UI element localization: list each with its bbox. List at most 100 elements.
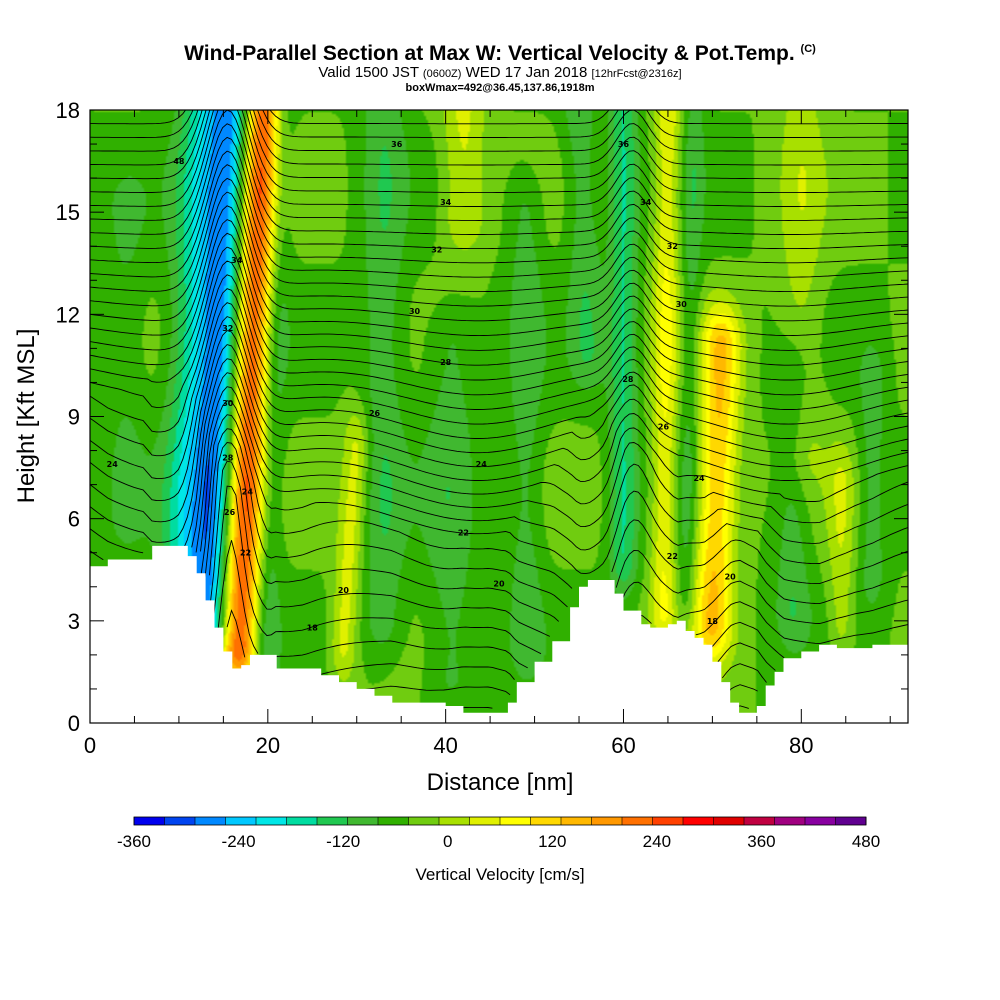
y-tick-label: 15 [56,200,80,225]
colorbar-swatch [652,817,684,825]
theta-contour-line [90,110,908,125]
chart-title-mark: (C) [800,43,816,55]
theta-contour-label-text: 28 [622,375,634,384]
colorbar-swatch [774,817,806,825]
theta-contour-label-text: 20 [493,579,505,588]
theta-contour-line [213,485,785,659]
theta-contour-line [90,110,908,194]
colorbar-swatch [500,817,531,825]
colorbar-label: 360 [747,832,775,851]
theta-contour-label-text: 20 [725,573,737,582]
theta-contour-line [364,684,758,696]
theta-contour-line [90,110,908,207]
x-tick-label: 0 [84,733,96,758]
theta-contour-label-text: 30 [409,307,421,316]
theta-contour-line [90,219,908,351]
colorbar-swatch [530,817,562,825]
theta-contour-label-text: 18 [707,617,719,626]
theta-contour-label: 24 [476,460,488,469]
colorbar-swatch [713,817,745,825]
theta-contour-label-text: 22 [667,552,678,561]
theta-contour-line [90,274,908,433]
colorbar-swatch [286,817,318,825]
theta-contour-line [90,191,908,322]
chart-valid-time: Valid 1500 JST (0600Z) WED 17 Jan 2018 [… [0,65,1000,82]
y-tick-label: 12 [56,302,80,327]
theta-contour-label: 24 [107,460,119,469]
theta-contour-line [90,260,908,408]
colorbar-swatch [591,817,623,825]
colorbar-swatch [164,817,196,825]
theta-contour-label: 36 [618,140,630,149]
colorbar-title: Vertical Velocity [cm/s] [415,865,584,884]
theta-contour-label-text: 30 [676,300,688,309]
colorbar-swatch [134,817,165,825]
theta-contour-label: 36 [391,140,403,149]
chart-header: Wind-Parallel Section at Max W: Vertical… [0,38,1000,95]
x-tick-label: 60 [611,733,635,758]
theta-contour-label: 28 [440,358,452,367]
colorbar-swatch [256,817,287,825]
y-tick-label: 18 [56,98,80,123]
colorbar-label: 0 [443,832,452,851]
theta-contour-line [90,344,908,543]
chart-subtitle: boxWmax=492@36.45,137.86,1918m [405,82,595,94]
colorbar-swatch [439,817,470,825]
colorbar-label: -360 [117,832,151,851]
theta-contour-line [90,316,908,502]
theta-contour-label-text: 24 [242,487,254,496]
y-tick-label: 0 [68,711,80,736]
theta-contour-line [90,110,908,180]
theta-contour-label-text: 36 [391,140,403,149]
colorbar-swatch [195,817,226,825]
theta-contour-label-text: 26 [369,409,381,418]
colorbar-swatch [835,817,867,825]
x-axis-title: Distance [nm] [427,769,574,796]
theta-contour-label-text: 28 [222,453,234,462]
theta-contour-label: 48 [173,157,185,166]
colorbar-label: 240 [643,832,671,851]
theta-contour-line [90,123,908,250]
theta-contour-line [204,428,908,608]
colorbar-label: 480 [852,832,880,851]
vertical-velocity-field [90,110,908,723]
theta-contour-label: 26 [658,423,670,432]
theta-contour-label: 30 [222,399,234,408]
colorbar: -360 -240 -120 0 120 240 360 480 [117,816,880,851]
theta-contour-line [217,540,776,671]
theta-contour-line [90,205,908,337]
theta-contour-label: 34 [231,256,243,265]
theta-contour-label-text: 24 [693,474,705,483]
theta-contour-line [90,93,908,97]
theta-contour-label: 26 [369,409,381,418]
theta-contour-labels: 24 48 34 32 30 28 26 24 22 20 18 36 34 32 30 28 26 24 22 20… [107,140,737,633]
theta-contour-label: 32 [431,246,442,255]
colorbar-swatch [683,817,714,825]
theta-contour-label: 26 [224,508,236,517]
theta-contour-line [195,386,908,553]
theta-contour-label: 22 [458,528,469,537]
theta-contour-line [90,330,908,523]
y-tick-label: 3 [68,609,80,634]
valid-time-utc: (0600Z) [422,68,462,80]
theta-contour-label-text: 34 [231,256,243,265]
theta-contour-line [90,150,908,278]
theta-contour-label: 32 [667,242,678,251]
y-tick-label: 6 [68,507,80,532]
theta-contour-label-text: 26 [658,423,670,432]
colorbar-swatch [408,817,440,825]
theta-contour-label-text: 18 [307,624,319,633]
colorbar-label: 120 [538,832,566,851]
colorbar-label: -120 [326,832,360,851]
theta-contour-line [90,110,908,152]
colorbar-swatch [622,817,653,825]
theta-contour-line [208,442,908,624]
valid-date: WED 17 Jan 2018 [465,64,588,81]
colorbar-swatch [561,817,592,825]
colorbar-swatch [744,817,775,825]
terrain-mask [90,545,908,723]
theta-contour-label: 18 [707,617,719,626]
theta-contour-label: 28 [222,453,234,462]
x-tick-label: 80 [789,733,813,758]
